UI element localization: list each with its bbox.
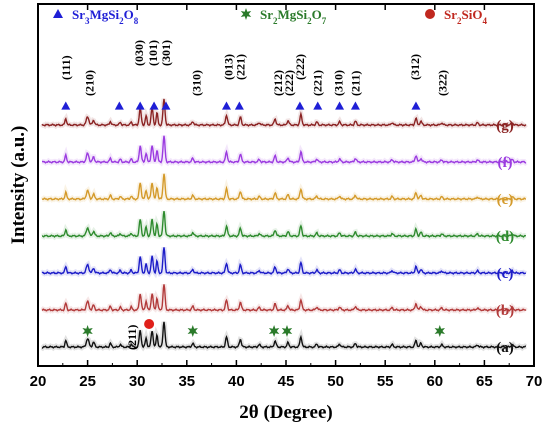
curve-halo-g — [40, 98, 528, 130]
x-tick-label: 30 — [129, 373, 146, 390]
triangle-marker-icon — [234, 101, 244, 110]
triangle-marker-icon — [335, 101, 345, 110]
xrd-curves: (a) (b) (c) (d) (e) (f) (g) — [40, 98, 528, 356]
star-marker-icon — [281, 325, 293, 337]
legend-subscript: 2 — [457, 16, 462, 26]
star-marker-icon — [434, 325, 445, 337]
curve-c — [41, 247, 527, 275]
legend-label: Sr2MgSi2O7 — [260, 7, 327, 26]
x-tick-label: 40 — [228, 373, 245, 390]
peak-label: (222) — [293, 54, 307, 80]
curve-label-b: (b) — [496, 303, 514, 319]
star-marker-icon — [268, 325, 280, 337]
peak-label: (312) — [408, 54, 422, 80]
triangle-marker-icon — [350, 101, 360, 110]
x-tick-label: 50 — [327, 373, 344, 390]
peak-label: (111) — [59, 55, 73, 80]
annotation-label-a: (211) — [125, 325, 139, 350]
x-tick-label: 65 — [476, 373, 493, 390]
x-tick-label: 35 — [178, 373, 195, 390]
legend-subscript: 2 — [307, 16, 312, 26]
legend-text-part: O — [124, 7, 134, 22]
legend-text-part: Sr — [260, 7, 273, 22]
x-tick-label: 45 — [278, 373, 295, 390]
legend-text-part: SiO — [462, 7, 483, 22]
peak-label: (322) — [436, 70, 450, 96]
curve-halo-f — [41, 135, 528, 167]
curve-d — [41, 210, 527, 238]
legend-star-icon — [240, 8, 252, 20]
curve-halo-d — [40, 210, 527, 241]
peak-label: (101) — [146, 40, 160, 66]
legend-subscript: 7 — [322, 16, 327, 26]
triangle-marker-icon — [411, 101, 421, 110]
curve-a — [41, 321, 527, 349]
legend-text-part: O — [312, 7, 322, 22]
x-tick-label: 25 — [79, 373, 96, 390]
triangle-marker-icon — [313, 101, 323, 110]
peak-markers — [61, 101, 445, 337]
curve-halo-e — [40, 173, 528, 204]
peak-label: (222) — [282, 70, 296, 96]
star-marker-icon — [187, 325, 198, 337]
legend-subscript: 2 — [119, 16, 124, 26]
peak-label: (310) — [332, 70, 346, 96]
x-axis-ticks: 20 25 30 35 40 45 50 55 60 65 70 — [30, 4, 543, 390]
x-tick-label: 55 — [377, 373, 394, 390]
peak-label: (030) — [132, 40, 146, 66]
x-axis-title: 2θ (Degree) — [239, 402, 332, 423]
curve-halo-a — [40, 321, 528, 352]
legend-subscript: 4 — [482, 16, 487, 26]
legend-circle-icon — [425, 9, 435, 19]
triangle-marker-icon — [135, 101, 145, 110]
curve-label-e: (e) — [497, 192, 514, 208]
curve-label-g: (g) — [496, 118, 514, 134]
triangle-marker-icon — [295, 101, 305, 110]
peak-label: (210) — [83, 70, 97, 96]
peak-label: (013) — [222, 54, 236, 80]
curve-b — [41, 284, 527, 312]
peak-label: (301) — [159, 40, 173, 66]
legend-triangle-icon — [53, 9, 63, 18]
legend-subscript: 8 — [134, 16, 139, 26]
peak-label: (221) — [233, 54, 247, 80]
curve-g — [41, 98, 527, 127]
peak-label: (221) — [311, 70, 325, 96]
legend-text-part: MgSi — [90, 7, 120, 22]
x-tick-label: 70 — [526, 373, 543, 390]
legend-subscript: 2 — [273, 16, 278, 26]
y-axis-title: Intensity (a.u.) — [8, 126, 29, 245]
triangle-marker-icon — [149, 101, 159, 110]
peak-label: (212) — [271, 70, 285, 96]
legend-text-part: MgSi — [278, 7, 308, 22]
curve-label-f: (f) — [498, 155, 513, 171]
legend-subscript: 3 — [85, 16, 90, 26]
x-tick-label: 60 — [426, 373, 443, 390]
triangle-marker-icon — [114, 101, 124, 110]
phase-legend: Sr3MgSi2O8 Sr2MgSi2O7 Sr2SiO4 — [53, 7, 487, 26]
triangle-marker-icon — [161, 101, 171, 110]
curve-halo-b — [40, 284, 528, 315]
star-marker-icon — [82, 325, 93, 337]
peak-label: (211) — [348, 71, 362, 96]
peak-label: (310) — [190, 70, 204, 96]
curve-f — [42, 135, 527, 164]
legend-label: Sr3MgSi2O8 — [72, 7, 139, 26]
curve-label-a: (a) — [496, 340, 514, 356]
x-tick-label: 20 — [30, 373, 47, 390]
curve-label-c: (c) — [497, 266, 514, 282]
curve-e — [41, 173, 527, 201]
curve-halo-c — [40, 246, 528, 279]
triangle-marker-icon — [61, 101, 71, 110]
legend-text-part: Sr — [72, 7, 85, 22]
circle-marker-icon — [144, 319, 155, 329]
curve-label-d: (d) — [496, 229, 514, 245]
triangle-marker-icon — [221, 101, 231, 110]
peak-labels: (111)(210)(030) (101)(301)(310)(013)(221)… — [59, 40, 450, 350]
legend-label: Sr2SiO4 — [444, 7, 487, 26]
legend-text-part: Sr — [444, 7, 457, 22]
